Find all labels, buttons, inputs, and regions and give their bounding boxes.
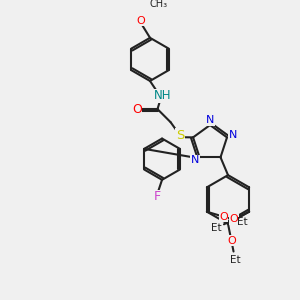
Text: O: O [227,236,236,246]
Text: O: O [219,212,228,222]
Text: O: O [132,103,142,116]
Text: NH: NH [153,89,171,103]
Text: Et: Et [211,223,222,233]
Text: F: F [154,190,161,203]
Text: S: S [176,129,184,142]
Text: CH₃: CH₃ [150,0,168,9]
Text: O: O [136,16,145,26]
Text: Et: Et [230,255,241,265]
Text: N: N [228,130,237,140]
Text: O: O [229,214,238,224]
Text: Et: Et [237,217,247,227]
Text: N: N [206,116,214,125]
Text: N: N [191,155,199,165]
